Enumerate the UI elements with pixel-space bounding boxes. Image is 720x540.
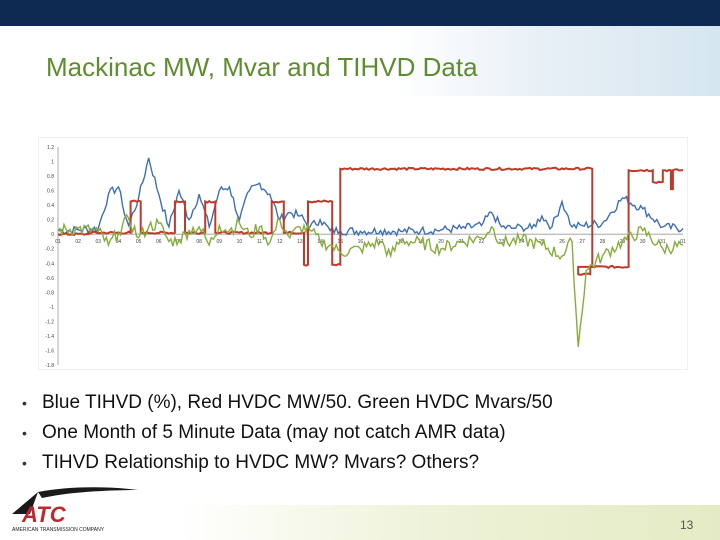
y-tick-label: -0.4 bbox=[45, 261, 54, 267]
x-tick-label: 09 bbox=[217, 239, 223, 245]
x-tick-label: 30 bbox=[640, 239, 646, 245]
bullet-marker: • bbox=[22, 395, 27, 411]
y-tick-label: -0.6 bbox=[45, 276, 54, 282]
y-tick-label: -1.8 bbox=[45, 363, 54, 369]
logo-swoosh-icon bbox=[12, 492, 38, 514]
y-tick-label: 1 bbox=[51, 160, 54, 166]
bullet-list: • Blue TIHVD (%), Red HVDC MW/50. Green … bbox=[22, 388, 702, 478]
x-tick-label: 10 bbox=[237, 239, 243, 245]
x-tick-label: 22 bbox=[479, 239, 485, 245]
logo-mark: ATC bbox=[21, 502, 67, 527]
atc-logo: ATC AMERICAN TRANSMISSION COMPANY bbox=[12, 487, 138, 533]
y-tick-label: 0.6 bbox=[47, 189, 54, 195]
x-tick-label: 05 bbox=[136, 239, 142, 245]
bullet-item: • Blue TIHVD (%), Red HVDC MW/50. Green … bbox=[22, 388, 702, 418]
y-tick-label: -1.6 bbox=[45, 348, 54, 354]
y-tick-label: 0.8 bbox=[47, 174, 54, 180]
bullet-text: Blue TIHVD (%), Red HVDC MW/50. Green HV… bbox=[42, 392, 553, 413]
bullet-marker: • bbox=[22, 455, 27, 471]
page-number: 13 bbox=[680, 518, 694, 532]
x-tick-label: 06 bbox=[156, 239, 162, 245]
chart-frame bbox=[37, 136, 689, 371]
x-tick-label: 24 bbox=[519, 239, 525, 245]
x-tick-label: 03 bbox=[96, 239, 102, 245]
x-tick-label: 01 bbox=[55, 239, 61, 245]
x-tick-label: 16 bbox=[358, 239, 364, 245]
x-tick-label: 28 bbox=[600, 239, 606, 245]
y-tick-label: 0 bbox=[51, 232, 54, 238]
x-tick-label: 18 bbox=[398, 239, 404, 245]
x-tick-label: 02 bbox=[75, 239, 81, 245]
line-chart: 1.2 1 0.8 0.6 0.4 0.2 0 -0.2 -0.4 -0.6 -0.8 -1 -1.2 -… bbox=[37, 136, 689, 371]
bullet-text: One Month of 5 Minute Data (may not catc… bbox=[42, 422, 506, 443]
x-tick-label: 12 bbox=[277, 239, 283, 245]
chart-area: 1.2 1 0.8 0.6 0.4 0.2 0 -0.2 -0.4 -0.6 -0.8 -1 -1.2 -… bbox=[37, 136, 689, 371]
hvdc-mvar-series-line bbox=[57, 213, 684, 347]
x-tick-label: 11 bbox=[257, 239, 262, 245]
slide-title: Mackinac MW, Mvar and TIHVD Data bbox=[46, 52, 478, 82]
bullet-marker: • bbox=[22, 425, 27, 441]
tihvd-series-line bbox=[58, 157, 684, 238]
x-tick-label: 25 bbox=[539, 239, 545, 245]
y-tick-label: 0.2 bbox=[47, 218, 54, 224]
top-banner bbox=[0, 0, 720, 26]
y-tick-label: 1.2 bbox=[47, 145, 54, 151]
header-background bbox=[0, 26, 720, 96]
x-tick-label: 07 bbox=[176, 239, 182, 245]
hvdc-mw-series-line bbox=[57, 166, 683, 276]
footer-band bbox=[0, 505, 720, 540]
y-tick-label: -0.2 bbox=[45, 247, 54, 253]
x-tick-label: 04 bbox=[116, 239, 122, 245]
logo-arc-icon bbox=[38, 487, 138, 498]
bullet-item: • TIHVD Relationship to HVDC MW? Mvars? … bbox=[22, 448, 702, 478]
x-tick-label: 01 bbox=[680, 239, 686, 245]
x-tick-label: 13 bbox=[297, 239, 303, 245]
x-tick-label: 21 bbox=[458, 239, 464, 245]
x-tick-label: 08 bbox=[196, 239, 202, 245]
y-tick-label: -1.2 bbox=[45, 319, 54, 325]
y-tick-label: -1 bbox=[50, 305, 55, 311]
bullet-item: • One Month of 5 Minute Data (may not ca… bbox=[22, 418, 702, 448]
logo-subtext: AMERICAN TRANSMISSION COMPANY bbox=[12, 527, 105, 533]
x-tick-label: 27 bbox=[579, 239, 585, 245]
x-tick-label: 31 bbox=[660, 239, 666, 245]
bullet-text: TIHVD Relationship to HVDC MW? Mvars? Ot… bbox=[42, 452, 480, 473]
y-tick-label: -1.4 bbox=[45, 334, 54, 340]
y-tick-label: -0.8 bbox=[45, 290, 54, 296]
x-tick-label: 26 bbox=[559, 239, 565, 245]
x-tick-label: 20 bbox=[438, 239, 444, 245]
y-tick-label: 0.4 bbox=[47, 203, 54, 209]
